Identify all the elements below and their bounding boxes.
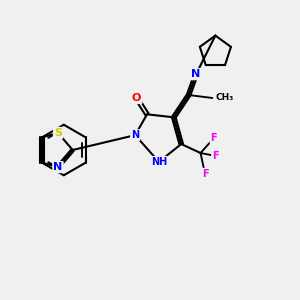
Text: NH: NH (151, 157, 167, 167)
Text: N: N (131, 130, 139, 140)
Text: CH₃: CH₃ (215, 94, 234, 103)
Text: F: F (212, 151, 219, 161)
Text: F: F (202, 169, 208, 179)
Text: F: F (211, 133, 217, 143)
Text: O: O (132, 93, 141, 103)
Text: N: N (191, 69, 201, 79)
Text: S: S (54, 128, 62, 138)
Text: N: N (53, 162, 63, 172)
